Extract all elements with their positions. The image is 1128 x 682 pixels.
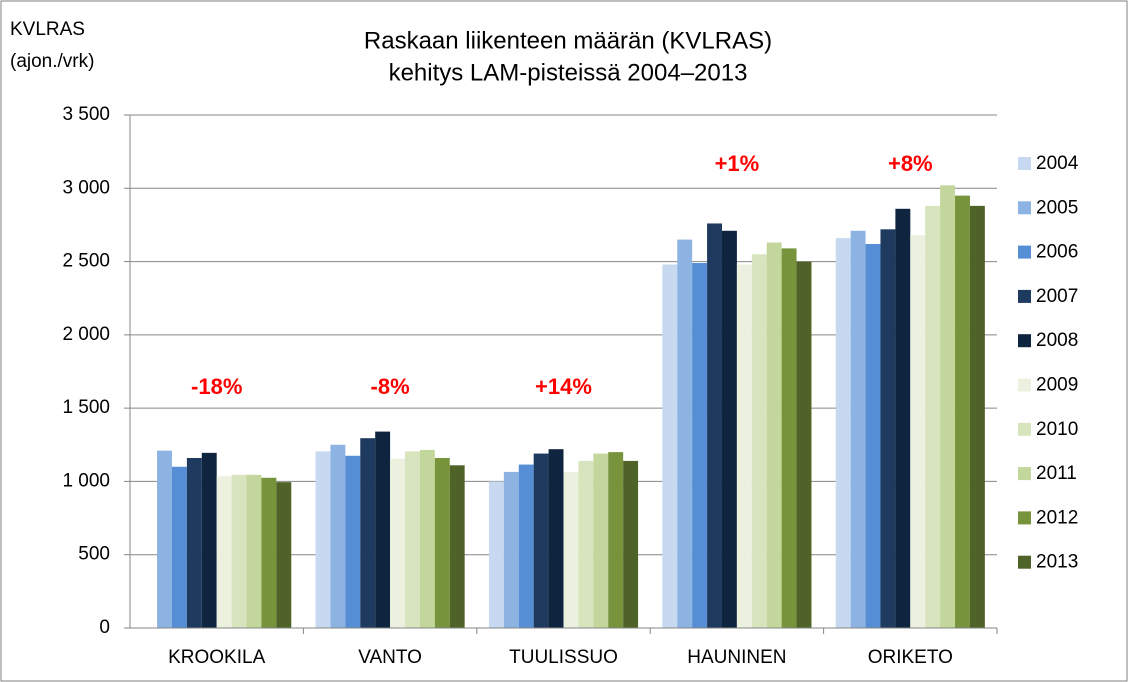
annotation: -8% [371,374,410,399]
y-axis-label: (ajon./vrk) [10,51,94,72]
bar [171,466,187,628]
bar [751,254,767,628]
bar [216,476,232,628]
x-tick-label: VANTO [358,647,422,668]
bar [246,474,262,628]
bar [315,451,331,628]
legend-label: 2010 [1036,419,1078,440]
bar [201,452,217,628]
chart-title: Raskaan liikenteen määrän (KVLRAS) [364,27,772,54]
bar [518,464,534,628]
bar [261,477,277,628]
bar [548,449,564,628]
bar [850,230,866,628]
bar [880,229,896,628]
bar [186,457,202,628]
bar [662,264,678,628]
bar [721,230,737,628]
legend-label: 2004 [1036,153,1079,174]
bar [955,195,970,628]
bar [835,238,851,628]
bar [895,208,911,628]
bar [533,453,549,628]
legend-label: 2006 [1036,242,1078,263]
bar [692,263,708,628]
bar [781,248,797,628]
y-tick-label: 0 [99,617,110,638]
bar [276,482,292,628]
y-tick-label: 2 500 [62,251,110,272]
bar [910,235,926,628]
bar [736,264,752,628]
bar [593,453,609,628]
legend-swatch [1018,334,1031,348]
legend-label: 2008 [1036,330,1078,351]
legend-swatch [1018,467,1031,481]
bar [608,452,624,628]
y-tick-label: 3 500 [62,104,110,125]
y-tick-label: 1 500 [62,397,110,418]
bar [488,481,504,628]
bar [969,205,985,629]
bar [925,205,941,629]
x-tick-label: ORIKETO [868,647,953,668]
legend-swatch [1018,555,1031,569]
bar [360,438,376,628]
bar [231,474,247,628]
legend-label: 2013 [1036,552,1078,573]
annotation: +8% [888,151,933,176]
bar [865,243,881,629]
bar [419,449,435,628]
legend-label: 2005 [1036,197,1078,218]
annotation: +14% [535,374,592,399]
legend-label: 2007 [1036,286,1078,307]
y-tick-label: 1 000 [62,470,110,491]
y-axis-label: KVLRAS [10,19,85,40]
bar [157,450,172,628]
bar [503,471,519,628]
annotation: +1% [715,151,760,176]
bar [330,444,346,628]
y-tick-label: 2 000 [62,324,110,345]
bar [405,451,420,628]
legend-swatch [1018,422,1031,436]
legend-swatch [1018,289,1031,303]
bar [677,239,693,629]
chart-title: kehitys LAM-pisteissä 2004–2013 [389,59,748,86]
legend-swatch [1018,245,1031,259]
bar [563,471,579,628]
legend-swatch [1018,201,1031,215]
x-tick-label: KROOKILA [168,647,265,668]
bar [345,455,361,628]
bar [449,465,465,628]
legend-swatch [1018,157,1031,170]
bar [940,185,956,628]
legend-swatch [1018,378,1031,392]
bar [578,460,594,628]
bar [796,261,812,628]
bar [707,223,722,628]
bar [375,431,391,628]
bar [390,458,406,628]
bar [766,242,782,628]
legend-swatch [1018,511,1031,525]
y-tick-label: 500 [78,544,110,565]
legend-label: 2011 [1036,463,1077,484]
x-tick-label: TUULISSUO [509,647,618,668]
bar [623,460,639,628]
x-tick-label: HAUNINEN [687,647,786,668]
y-tick-label: 3 000 [62,177,110,198]
annotation: -18% [191,374,242,399]
bar [434,457,450,628]
legend-label: 2009 [1036,375,1078,396]
legend-label: 2012 [1036,507,1078,528]
